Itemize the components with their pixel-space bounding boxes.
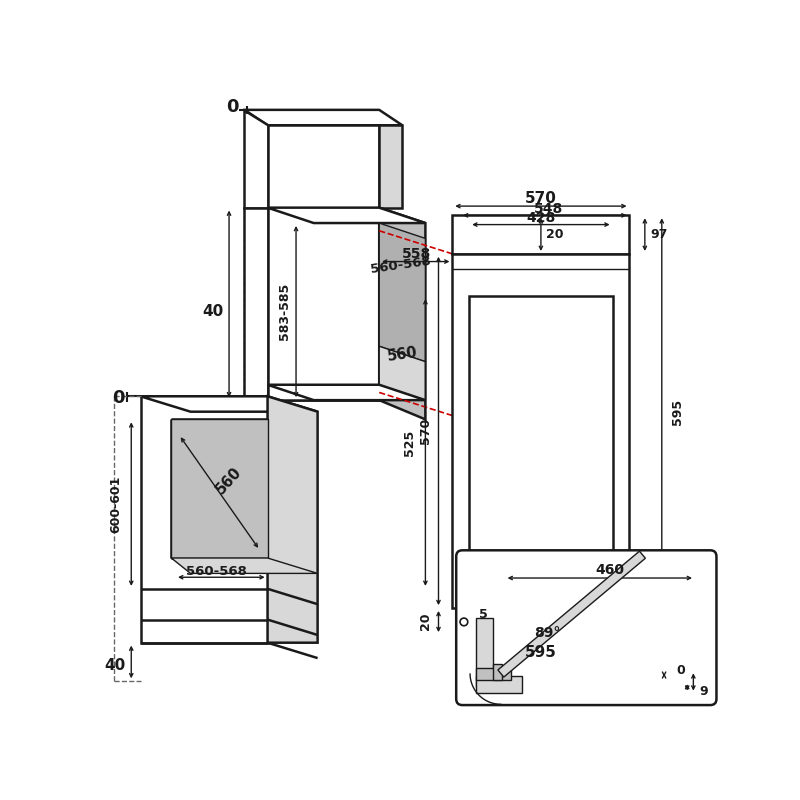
Text: 560: 560 <box>386 344 418 363</box>
Bar <box>452 254 630 608</box>
Text: 560: 560 <box>214 465 245 498</box>
Text: 9: 9 <box>700 685 709 698</box>
Bar <box>493 664 502 680</box>
Polygon shape <box>379 223 426 362</box>
Polygon shape <box>267 396 318 642</box>
Polygon shape <box>267 385 379 400</box>
Text: 560-568: 560-568 <box>370 254 432 276</box>
Text: 525: 525 <box>403 430 417 456</box>
Text: 428: 428 <box>526 211 555 226</box>
Polygon shape <box>379 208 426 419</box>
Text: 89°: 89° <box>534 626 560 641</box>
Polygon shape <box>141 396 267 642</box>
Bar <box>476 618 493 687</box>
Text: 583-585: 583-585 <box>278 283 291 340</box>
Text: 0: 0 <box>677 664 686 677</box>
FancyBboxPatch shape <box>456 550 717 705</box>
Text: 0: 0 <box>226 98 238 116</box>
Polygon shape <box>267 208 379 400</box>
Polygon shape <box>267 208 426 223</box>
Text: 20: 20 <box>419 612 432 630</box>
Text: 570: 570 <box>419 418 432 444</box>
Polygon shape <box>171 419 267 558</box>
Polygon shape <box>498 551 646 677</box>
Polygon shape <box>267 126 379 208</box>
Polygon shape <box>245 110 267 208</box>
Polygon shape <box>245 110 402 126</box>
Text: 40: 40 <box>202 304 224 319</box>
Text: 0: 0 <box>113 389 125 407</box>
Text: 5: 5 <box>478 608 487 621</box>
Text: 570: 570 <box>525 191 557 206</box>
Text: 595: 595 <box>670 398 684 425</box>
Bar <box>476 676 522 693</box>
Polygon shape <box>267 385 426 400</box>
Bar <box>476 668 511 680</box>
Text: 40: 40 <box>104 658 125 674</box>
Polygon shape <box>171 558 318 574</box>
Text: 20: 20 <box>546 228 563 241</box>
Text: 558: 558 <box>402 247 430 261</box>
Text: 97: 97 <box>650 228 667 241</box>
Text: 560-568: 560-568 <box>186 565 246 578</box>
Text: 460: 460 <box>595 563 624 578</box>
Polygon shape <box>245 208 267 400</box>
Polygon shape <box>141 396 318 412</box>
Text: 600-601: 600-601 <box>110 475 122 533</box>
Bar <box>470 296 613 589</box>
Text: 548: 548 <box>534 202 563 216</box>
Polygon shape <box>379 346 426 400</box>
Text: 595: 595 <box>525 646 557 660</box>
Polygon shape <box>379 126 402 208</box>
Bar <box>452 215 630 254</box>
